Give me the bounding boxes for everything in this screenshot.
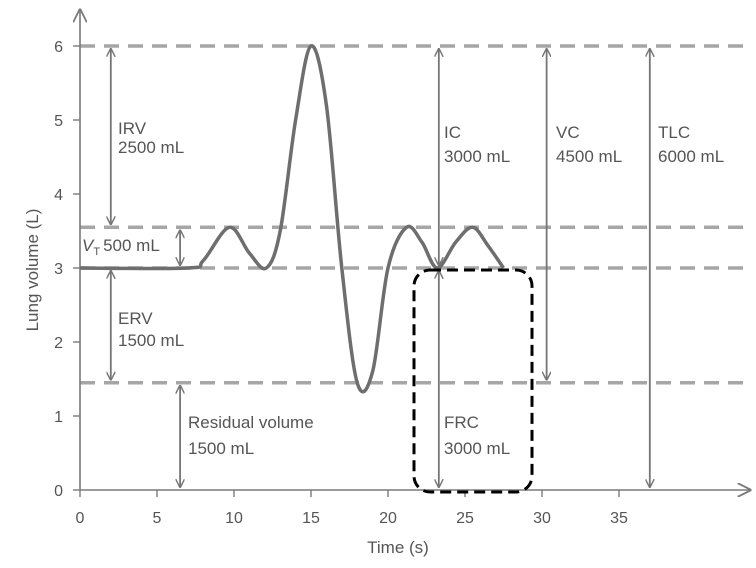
y-tick-label: 4 — [54, 187, 63, 204]
vt-label: VT 500 mL — [82, 236, 160, 258]
annotation-name: FRC — [444, 413, 479, 432]
annotation-name: IRV — [118, 119, 147, 138]
annotation-value: 4500 mL — [556, 147, 622, 166]
annotation-value: 3000 mL — [444, 147, 510, 166]
x-tick-label: 15 — [302, 510, 320, 527]
annotation-value: 1500 mL — [118, 331, 184, 350]
x-tick-label: 5 — [153, 510, 162, 527]
annotation-name: ERV — [118, 309, 153, 328]
x-tick-label: 35 — [610, 510, 628, 527]
annotation-value: 1500 mL — [188, 439, 254, 458]
annotation-value: 2500 mL — [118, 138, 184, 157]
x-tick-label: 0 — [76, 510, 85, 527]
axes — [80, 10, 750, 490]
y-tick-label: 3 — [54, 261, 63, 278]
y-axis-title: Lung volume (L) — [23, 209, 42, 332]
y-tick-label: 1 — [54, 409, 63, 426]
annotation-value: 6000 mL — [658, 147, 724, 166]
y-tick-label: 0 — [54, 483, 63, 500]
annotation-name: TLC — [658, 123, 690, 142]
annotation-name: Residual volume — [188, 413, 314, 432]
x-tick-label: 20 — [379, 510, 397, 527]
frc-box — [412, 268, 534, 494]
axis-ticks: 0 5 10 15 20 25 30 35 0 1 2 3 4 5 6 — [54, 39, 628, 527]
x-tick-label: 25 — [456, 510, 474, 527]
frc-highlight — [412, 268, 534, 494]
x-axis-title: Time (s) — [367, 538, 429, 557]
annotation-arrows — [111, 49, 650, 487]
x-tick-label: 10 — [225, 510, 243, 527]
annotation-value: 3000 mL — [444, 439, 510, 458]
y-tick-label: 2 — [54, 335, 63, 352]
y-tick-label: 6 — [54, 39, 63, 56]
reference-lines — [80, 44, 752, 385]
annotation-name: VC — [556, 123, 580, 142]
annotation-name: IC — [444, 123, 461, 142]
y-tick-label: 5 — [54, 113, 63, 130]
x-tick-label: 30 — [533, 510, 551, 527]
